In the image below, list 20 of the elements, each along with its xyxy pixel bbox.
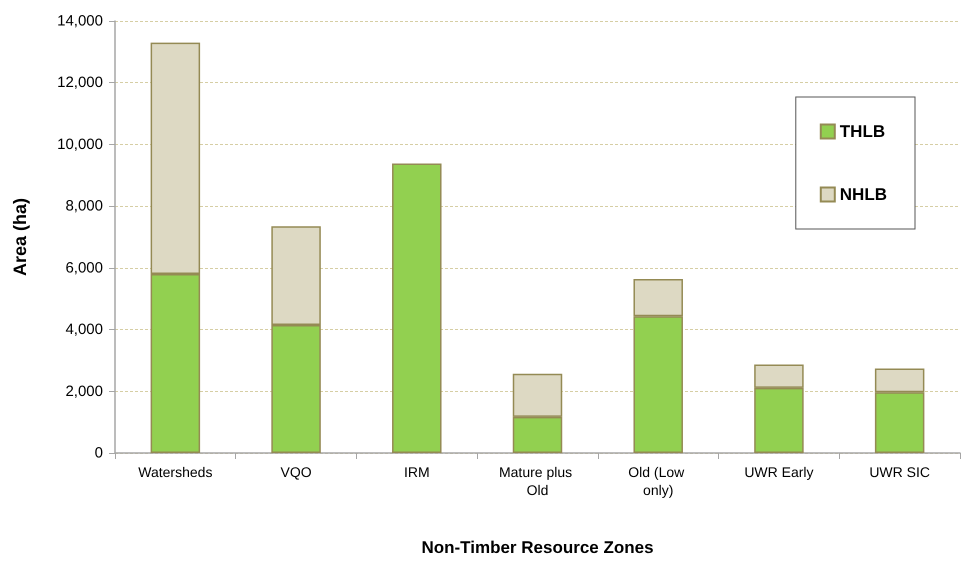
- y-tick-label: 10,000: [57, 136, 103, 153]
- y-tick-label: 8,000: [65, 198, 103, 215]
- x-tick-label: VQO: [280, 464, 312, 480]
- y-tick-label: 2,000: [65, 382, 103, 400]
- y-tick-label: 0: [94, 444, 103, 462]
- y-tick-label: 4,000: [65, 321, 103, 338]
- y-axis-title: Area (ha): [10, 198, 30, 276]
- bar: [392, 164, 442, 453]
- y-tick-label: 14,000: [57, 12, 103, 30]
- x-axis-title: Non-Timber Resource Zones: [421, 538, 654, 557]
- x-tick-label: IRM: [404, 464, 430, 480]
- x-tick-label: Mature plus Old: [498, 464, 576, 498]
- y-tick-label: 6,000: [65, 259, 103, 276]
- legend-label: NHLB: [840, 185, 888, 204]
- x-tick-label: Old (Low only): [628, 464, 688, 498]
- x-tick-label: UWR Early: [744, 464, 814, 480]
- y-tick-label: 12,000: [57, 74, 103, 92]
- legend-label: THLB: [840, 122, 886, 141]
- x-tick-label: Watersheds: [138, 464, 212, 480]
- x-tick-label: UWR SIC: [869, 464, 930, 480]
